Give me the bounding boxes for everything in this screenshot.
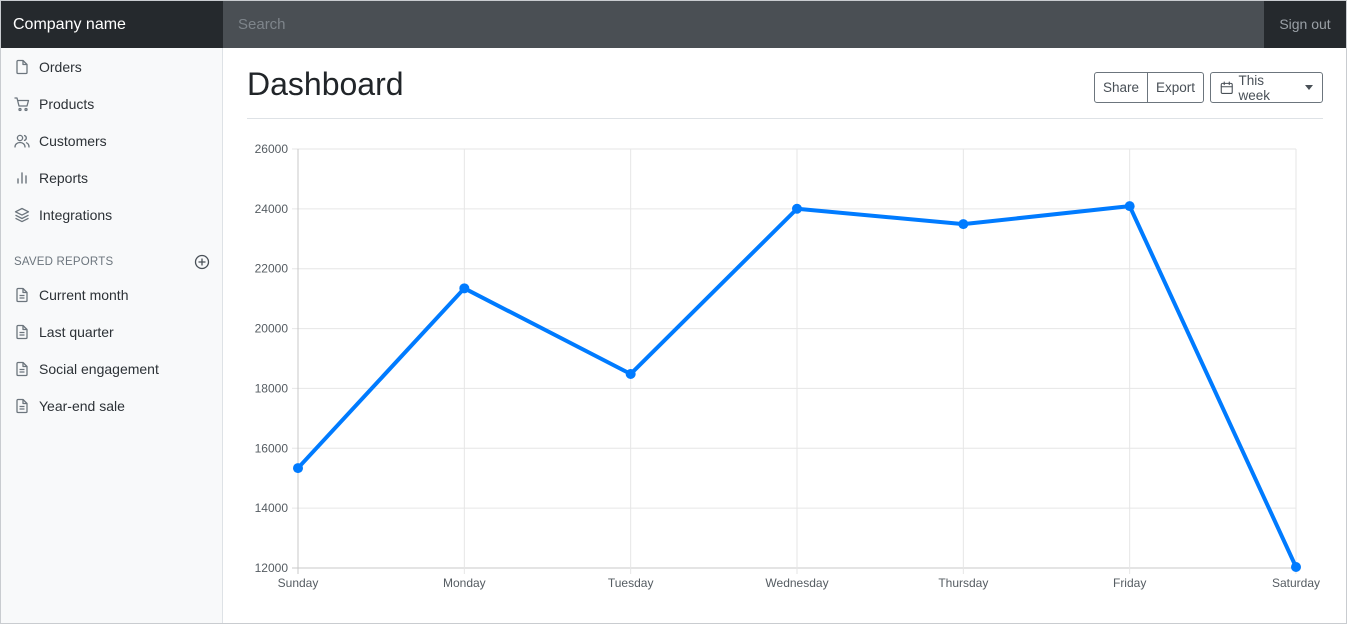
share-button[interactable]: Share: [1103, 80, 1140, 95]
share-export-group: Share Export: [1094, 72, 1205, 103]
saved-report-current-month[interactable]: Current month: [1, 276, 222, 313]
saved-report-year-end-sale[interactable]: Year-end sale: [1, 387, 222, 424]
sidebar-item-label: Reports: [39, 169, 89, 186]
top-navbar: Company name Search Sign out: [1, 1, 1346, 48]
chevron-down-icon: [1305, 85, 1313, 90]
saved-report-label: Social engagement: [39, 360, 159, 377]
header-divider: [247, 118, 1323, 119]
period-dropdown[interactable]: This week: [1210, 72, 1323, 103]
file-text-icon: [16, 287, 28, 302]
saved-report-label: Year-end sale: [39, 397, 125, 414]
users-icon: [14, 134, 30, 148]
file-text-icon: [16, 324, 28, 339]
sidebar: Orders Products Customers Reports Integr…: [1, 48, 223, 623]
saved-reports-header: SAVED REPORTS: [14, 253, 210, 271]
cart-icon: [14, 96, 30, 111]
search-input[interactable]: Search: [223, 1, 1264, 48]
plus-circle-icon[interactable]: [194, 254, 210, 270]
sidebar-item-integrations[interactable]: Integrations: [1, 196, 222, 233]
page-title: Dashboard: [247, 66, 404, 102]
sidebar-item-label: Integrations: [39, 206, 113, 223]
sidebar-item-orders[interactable]: Orders: [1, 48, 222, 85]
brand-link[interactable]: Company name: [1, 1, 223, 48]
calendar-icon: [1220, 81, 1233, 94]
file-icon: [16, 59, 28, 74]
sidebar-item-label: Products: [39, 95, 95, 112]
sign-out-link[interactable]: Sign out: [1264, 1, 1346, 48]
file-text-icon: [16, 361, 28, 376]
sidebar-item-customers[interactable]: Customers: [1, 122, 222, 159]
saved-report-label: Current month: [39, 286, 129, 303]
sidebar-item-products[interactable]: Products: [1, 85, 222, 122]
saved-reports-heading: SAVED REPORTS: [14, 256, 114, 268]
file-text-icon: [16, 398, 28, 413]
export-button[interactable]: Export: [1147, 73, 1203, 102]
bar-chart-icon: [17, 171, 27, 184]
sidebar-item-label: Customers: [39, 132, 107, 149]
saved-report-label: Last quarter: [39, 323, 114, 340]
sidebar-item-reports[interactable]: Reports: [1, 159, 222, 196]
sidebar-item-label: Orders: [39, 58, 82, 75]
period-label: This week: [1238, 72, 1270, 103]
saved-report-last-quarter[interactable]: Last quarter: [1, 313, 222, 350]
layers-icon: [14, 207, 30, 222]
saved-report-social-engagement[interactable]: Social engagement: [1, 350, 222, 387]
